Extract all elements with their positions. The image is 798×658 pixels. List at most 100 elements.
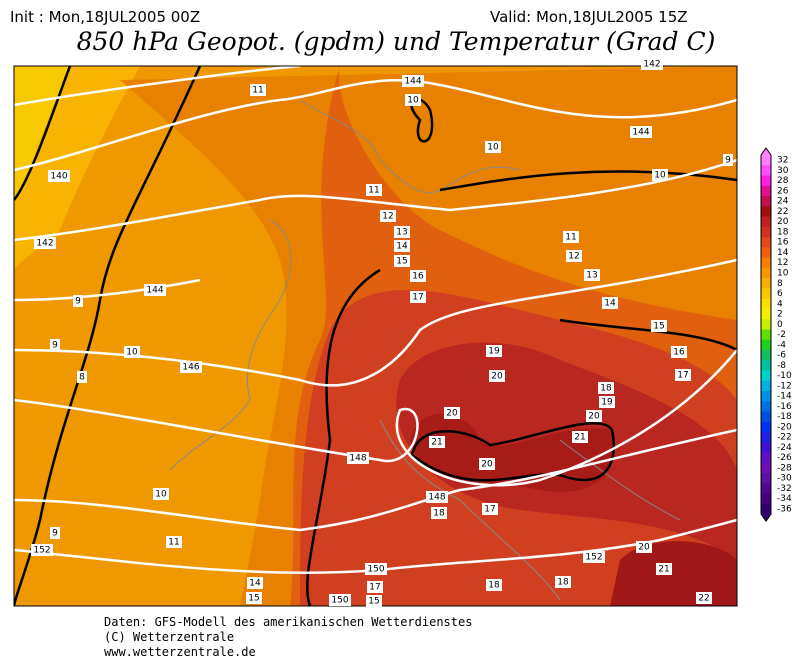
contour-label: 144 [632, 128, 649, 138]
label-box [250, 84, 266, 96]
colorbar-label: -34 [777, 494, 792, 504]
contour-label: 10 [407, 96, 419, 106]
field-hottest-se [610, 541, 737, 606]
contour-label: 11 [168, 538, 179, 548]
label-box [723, 154, 733, 166]
contour-label: 18 [433, 509, 445, 519]
colorbar-label: 20 [777, 217, 789, 227]
label-box [489, 370, 505, 382]
colorbar-label: -22 [777, 433, 792, 443]
contour-label: 146 [182, 363, 199, 373]
contour-label: 20 [446, 409, 458, 419]
valid-time: Valid: Mon,18JUL2005 15Z [490, 8, 688, 26]
label-box [394, 226, 410, 238]
colorbar-label: 26 [777, 186, 789, 196]
label-box [599, 396, 615, 408]
contour-label: 9 [52, 341, 58, 351]
colorbar-swatch [761, 442, 771, 454]
contour-label: 22 [698, 594, 709, 604]
label-box [444, 407, 460, 419]
contour-label: 11 [252, 86, 263, 96]
colorbar: 32302826242220181614121086420-2-4-6-8-10… [760, 147, 792, 522]
contour-label: 15 [653, 322, 664, 332]
contour-label: 12 [382, 212, 393, 222]
contour-label: 16 [412, 272, 424, 282]
label-box [563, 231, 579, 243]
colorbar-swatch [761, 339, 771, 351]
label-box [405, 94, 421, 106]
label-box [572, 431, 588, 443]
label-box [602, 297, 618, 309]
colorbar-label: -32 [777, 484, 792, 494]
label-box [347, 452, 369, 464]
colorbar-label: -6 [777, 351, 786, 361]
footer-url: www.wetterzentrale.de [104, 645, 256, 658]
label-box [636, 541, 652, 553]
contour-label: 14 [604, 299, 616, 309]
label-box [426, 491, 448, 503]
contour-label: 11 [368, 186, 379, 196]
colorbar-swatch [761, 370, 771, 382]
colorbar-swatch [761, 298, 771, 310]
isotherms-bold [14, 66, 737, 606]
label-box [555, 576, 571, 588]
label-box [34, 237, 56, 249]
colorbar-label: 28 [777, 176, 789, 186]
footer-source: Daten: GFS-Modell des amerikanischen Wet… [104, 615, 472, 629]
contour-label: 18 [557, 578, 569, 588]
init-time: Init : Mon,18JUL2005 00Z [10, 8, 200, 26]
colorbar-swatch [761, 452, 771, 464]
colorbar-swatch [761, 329, 771, 341]
colorbar-swatch [761, 196, 771, 207]
colorbar-top-cap [761, 148, 771, 155]
contour-label: 10 [126, 348, 138, 358]
colorbar-swatch [761, 462, 771, 474]
label-box [652, 169, 668, 181]
label-box [675, 369, 691, 381]
contour-labels: 1114410101441429101401112131415161711121… [31, 58, 733, 607]
colorbar-label: 18 [777, 227, 789, 237]
label-box [696, 592, 712, 604]
colorbar-swatch [761, 226, 771, 238]
contour-label: 10 [487, 143, 499, 153]
label-box [247, 577, 263, 589]
contour-label: 140 [50, 172, 67, 182]
contour-label: 152 [585, 553, 602, 563]
contour-label: 20 [638, 543, 650, 553]
colorbar-label: 4 [777, 299, 783, 309]
footer-copyright: (C) Wetterzentrale [104, 630, 234, 644]
colorbar-swatch [761, 483, 771, 495]
colorbar-swatch [761, 308, 771, 320]
contour-label: 10 [155, 490, 167, 500]
contour-label: 16 [673, 348, 685, 358]
label-box [380, 210, 396, 222]
colorbar-label: 10 [777, 268, 789, 278]
contour-label: 13 [396, 228, 407, 238]
colorbar-label: -30 [777, 474, 792, 484]
contour-label: 14 [249, 579, 261, 589]
label-box [482, 503, 498, 515]
colorbar-label: -16 [777, 402, 792, 412]
label-box [394, 255, 410, 267]
colorbar-label: 0 [777, 320, 783, 330]
label-box [479, 458, 495, 470]
label-box [48, 170, 70, 182]
colorbar-swatch [761, 473, 771, 484]
label-box [485, 141, 501, 153]
colorbar-label: -2 [777, 330, 786, 340]
colorbar-label: 8 [777, 279, 783, 289]
colorbar-swatch [761, 380, 771, 392]
contour-label: 21 [658, 565, 669, 575]
label-box [365, 563, 387, 575]
colorbar-label: 32 [777, 156, 788, 166]
contour-label: 9 [725, 156, 731, 166]
colorbar-label: 12 [777, 258, 788, 268]
contour-label: 9 [52, 529, 58, 539]
label-box [486, 345, 502, 357]
label-box [402, 75, 424, 87]
contour-label: 152 [33, 546, 50, 556]
colorbar-label: -4 [777, 340, 786, 350]
label-box [124, 346, 140, 358]
contour-label: 21 [574, 433, 585, 443]
label-box [671, 346, 687, 358]
